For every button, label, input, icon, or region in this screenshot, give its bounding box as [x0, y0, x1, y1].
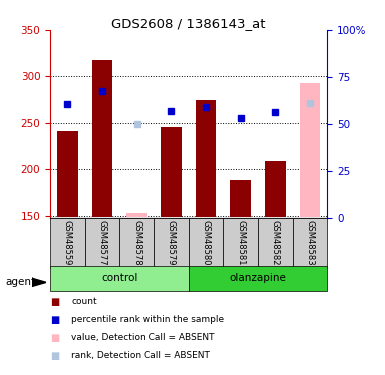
Bar: [196, 100, 216, 218]
Text: ■: ■: [50, 297, 59, 307]
Text: GSM48583: GSM48583: [305, 220, 315, 266]
Bar: [189, 266, 327, 291]
Bar: [230, 180, 251, 218]
Bar: [258, 217, 293, 268]
Bar: [85, 217, 119, 268]
Text: GSM48581: GSM48581: [236, 220, 245, 266]
Text: olanzapine: olanzapine: [229, 273, 286, 284]
Text: ■: ■: [50, 315, 59, 325]
Text: GSM48582: GSM48582: [271, 220, 280, 266]
Bar: [50, 217, 85, 268]
Text: ■: ■: [50, 351, 59, 361]
Text: GSM48577: GSM48577: [97, 220, 107, 266]
Bar: [50, 266, 189, 291]
Bar: [300, 83, 320, 218]
Bar: [126, 213, 147, 217]
Text: rank, Detection Call = ABSENT: rank, Detection Call = ABSENT: [71, 351, 210, 360]
Bar: [161, 126, 182, 218]
Text: value, Detection Call = ABSENT: value, Detection Call = ABSENT: [71, 333, 215, 342]
Bar: [223, 217, 258, 268]
Text: agent: agent: [6, 278, 36, 287]
Text: GSM48580: GSM48580: [201, 220, 211, 266]
Bar: [92, 60, 112, 217]
Text: GSM48559: GSM48559: [63, 220, 72, 266]
Text: control: control: [101, 273, 137, 284]
Text: percentile rank within the sample: percentile rank within the sample: [71, 315, 224, 324]
Bar: [57, 131, 78, 218]
Text: ■: ■: [50, 333, 59, 343]
Bar: [154, 217, 189, 268]
Text: count: count: [71, 297, 97, 306]
Bar: [293, 217, 327, 268]
Polygon shape: [32, 278, 46, 286]
Text: GSM48579: GSM48579: [167, 220, 176, 266]
Text: GSM48578: GSM48578: [132, 220, 141, 266]
Bar: [189, 217, 223, 268]
Bar: [265, 161, 286, 218]
Bar: [119, 217, 154, 268]
Text: GDS2608 / 1386143_at: GDS2608 / 1386143_at: [111, 17, 266, 30]
